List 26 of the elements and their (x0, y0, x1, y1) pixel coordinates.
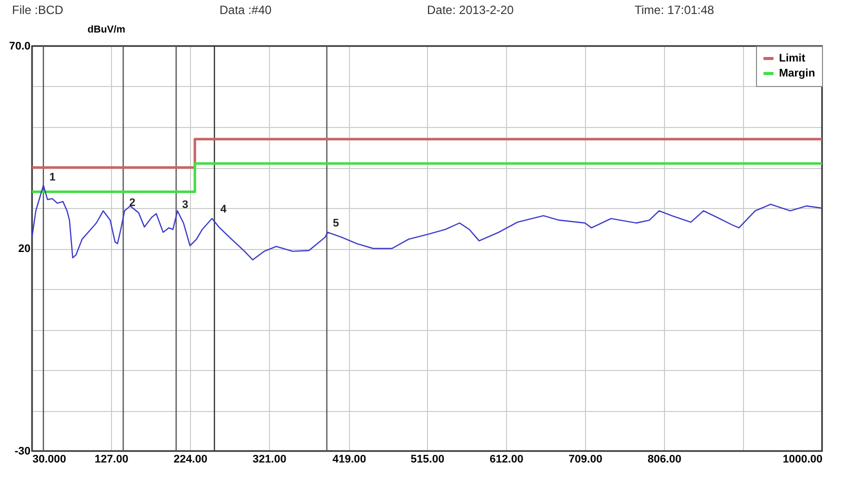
text: Date: 2013-2-20 (427, 3, 514, 17)
text: Time: 17:01:48 (634, 3, 714, 17)
x-tick-label: 612.00 (490, 454, 524, 466)
text: File :BCD (12, 3, 64, 17)
x-tick-label: 515.00 (410, 454, 444, 466)
x-tick-label: 1000.00 (782, 454, 822, 466)
y-tick-label: 20 (18, 243, 30, 255)
legend-label: Margin (779, 68, 816, 80)
y-tick-label: -30 (14, 446, 30, 458)
legend-label: Limit (779, 52, 806, 64)
annotation: 4 (220, 203, 228, 216)
x-tick-label: 709.00 (568, 454, 602, 466)
line-series (31, 184, 822, 260)
y-tick-label: 70.0 (9, 40, 30, 52)
y-axis-title: dBuV/m (88, 24, 126, 36)
annotation: 3 (182, 198, 188, 211)
annotation: 2 (129, 196, 136, 209)
x-tick-label: 419.00 (332, 454, 366, 466)
x-tick-label: 224.00 (174, 454, 208, 466)
annotation: 5 (332, 217, 339, 230)
annotation: 1 (49, 171, 56, 184)
x-tick-label: 127.00 (94, 454, 128, 466)
text: Data :#40 (220, 3, 272, 17)
x-tick-label: 321.00 (252, 454, 286, 466)
x-tick-label: 30.000 (32, 454, 66, 466)
x-tick-label: 806.00 (648, 454, 682, 466)
